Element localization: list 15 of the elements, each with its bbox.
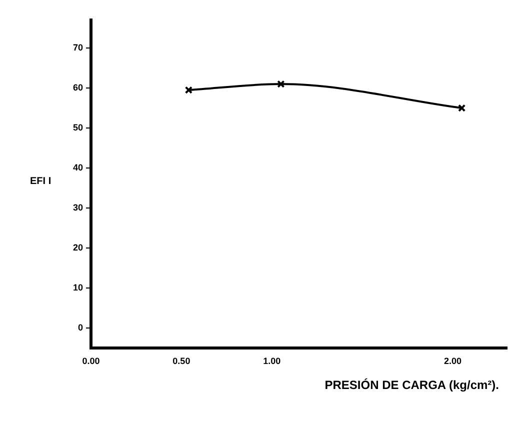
x-tick-label: 1.00 [263,356,281,366]
y-tick-label: 60 [72,82,84,93]
y-tick-label: 70 [72,42,84,52]
point [277,80,285,88]
y-tick-label: 10 [72,282,84,293]
x-tick-label: 2.00 [444,356,462,366]
y-tick-label: 40 [72,162,84,173]
x-tick-label: 0.00 [82,356,100,366]
x-tick-label: 0.50 [172,356,190,366]
y-tick-label: 20 [72,242,84,253]
x-axis-title: PRESIÓN DE CARGA (kg/cm²). [324,378,499,392]
y-tick-label: 0 [78,322,84,333]
y-tick-label: 50 [72,122,84,133]
y-axis-title: EFI I [30,176,52,187]
y-tick-label: 30 [72,202,84,213]
